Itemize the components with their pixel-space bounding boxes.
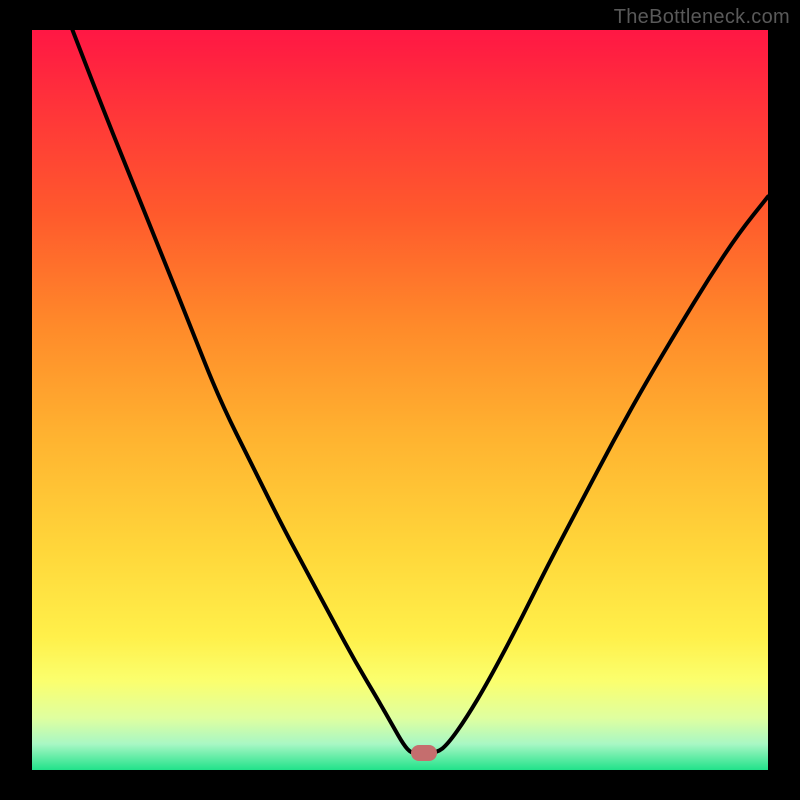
chart-plot-area — [32, 30, 768, 770]
bottleneck-marker — [411, 745, 437, 761]
attribution-text: TheBottleneck.com — [614, 6, 790, 29]
chart-svg — [32, 30, 768, 770]
gradient-background — [32, 30, 768, 770]
